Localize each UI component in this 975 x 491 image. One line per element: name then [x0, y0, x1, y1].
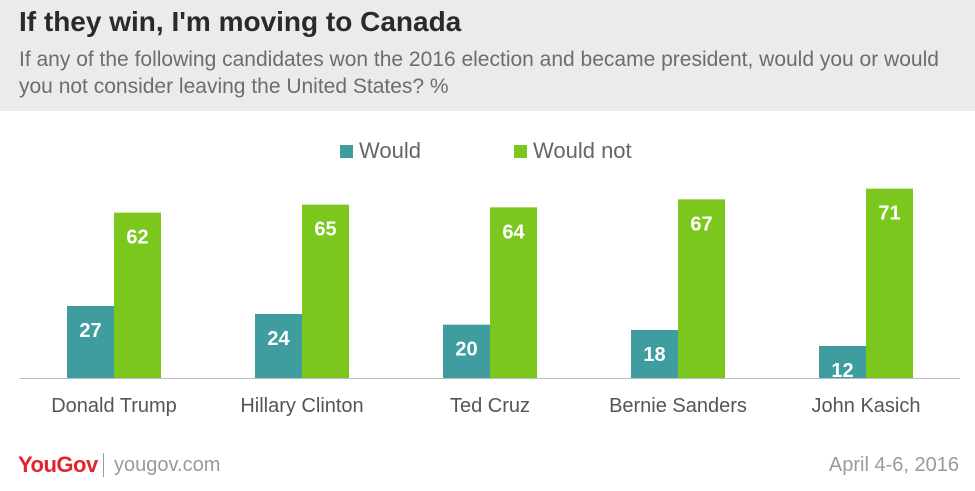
- data-label: 27: [79, 320, 101, 342]
- chart-title: If they win, I'm moving to Canada: [19, 6, 462, 37]
- category-label: John Kasich: [812, 395, 921, 417]
- data-label: 67: [690, 213, 712, 235]
- category-label: Donald Trump: [51, 395, 177, 417]
- legend: Would Would not: [0, 138, 975, 166]
- data-label: 12: [831, 360, 853, 382]
- data-label: 24: [267, 328, 290, 350]
- bar-would: [631, 330, 678, 378]
- legend-label-would-not: Would not: [533, 138, 632, 163]
- bar-would: [67, 306, 114, 378]
- header-band: If they win, I'm moving to Canada If any…: [0, 0, 975, 111]
- footer-url[interactable]: yougov.com: [114, 454, 221, 476]
- bar-chart: 27 62 Donald Trump 24 65 Hillary Clinton 20 64 T…: [20, 188, 960, 417]
- bar-would-not: [302, 204, 349, 378]
- legend-swatch-would-not: [514, 144, 527, 158]
- data-label: 65: [314, 219, 336, 241]
- category-label: Bernie Sanders: [609, 395, 747, 417]
- bar-would: [819, 346, 866, 378]
- yougov-logo: YouGov: [18, 452, 98, 477]
- chart-subtitle: If any of the following candidates won t…: [19, 48, 939, 98]
- bar-would-not: [866, 188, 913, 378]
- legend-item-would-not: Would not: [514, 138, 632, 164]
- data-label: 18: [643, 344, 665, 366]
- bar-would-not: [678, 199, 725, 378]
- footer-divider: [103, 453, 104, 477]
- survey-date: April 4-6, 2016: [828, 454, 959, 476]
- data-label: 71: [878, 203, 900, 225]
- data-label: 64: [502, 221, 525, 243]
- legend-swatch-would: [340, 144, 353, 158]
- data-label: 62: [126, 227, 148, 249]
- bar-would-not: [490, 207, 537, 378]
- legend-item-would: Would: [340, 138, 421, 164]
- category-label: Hillary Clinton: [240, 395, 363, 417]
- bar-would: [255, 314, 302, 378]
- data-label: 20: [455, 339, 477, 361]
- bar-would-not: [114, 212, 161, 378]
- legend-label-would: Would: [359, 138, 421, 163]
- bar-would: [443, 324, 490, 378]
- category-label: Ted Cruz: [450, 395, 530, 417]
